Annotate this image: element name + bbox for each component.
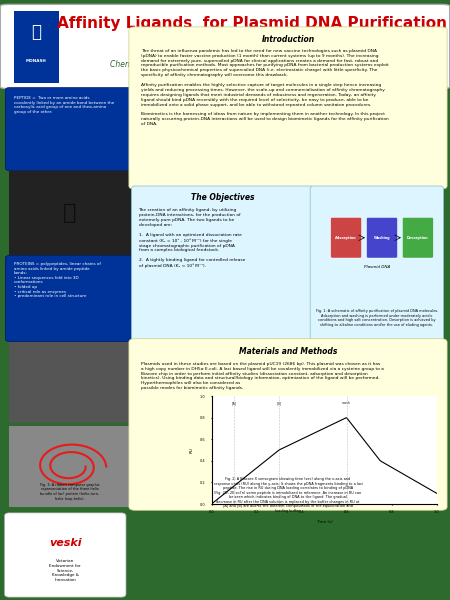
Text: [B]: [B] <box>276 401 282 406</box>
Text: Adsorption: Adsorption <box>335 236 357 240</box>
Text: [A]: [A] <box>231 401 237 406</box>
Text: wash: wash <box>342 401 351 406</box>
Text: The threat of an influenza pandemic has led to the need for new vaccine technolo: The threat of an influenza pandemic has … <box>141 49 389 126</box>
FancyBboxPatch shape <box>331 217 361 258</box>
FancyBboxPatch shape <box>4 513 126 597</box>
Text: veski: veski <box>49 538 81 548</box>
FancyBboxPatch shape <box>0 4 450 89</box>
Text: PROTEINS = polypeptides, linear chains of
amino acids linked by amide peptide
bo: PROTEINS = polypeptides, linear chains o… <box>14 262 101 298</box>
Text: Chemical Engineering Department, Monash University, Vic 3800, Australia: Chemical Engineering Department, Monash … <box>110 60 394 69</box>
Text: 🔬: 🔬 <box>63 203 76 223</box>
Text: Desorption: Desorption <box>407 236 429 240</box>
Text: Victorian
Endowment for
Science,
Knowledge &
Innovation: Victorian Endowment for Science, Knowled… <box>50 559 81 582</box>
FancyBboxPatch shape <box>5 256 134 341</box>
FancyBboxPatch shape <box>367 217 397 258</box>
Text: Washing: Washing <box>374 236 390 240</box>
FancyBboxPatch shape <box>310 186 444 342</box>
Text: Plasmid DNA: Plasmid DNA <box>364 265 390 269</box>
Text: MONASH: MONASH <box>26 59 46 63</box>
Text: Affinity Ligands  for Plasmid DNA Purification: Affinity Ligands for Plasmid DNA Purific… <box>57 16 447 31</box>
FancyBboxPatch shape <box>402 217 433 258</box>
Text: The Objectives: The Objectives <box>191 193 255 202</box>
Text: YING HAN,  GARETH M. FORDE: YING HAN, GARETH M. FORDE <box>176 40 328 49</box>
FancyBboxPatch shape <box>131 186 314 342</box>
Text: 🎓: 🎓 <box>31 23 41 41</box>
Text: Fig. 1: A schematic of affinity purification of plasmid DNA molecules.
Adsorptio: Fig. 1: A schematic of affinity purifica… <box>316 309 438 327</box>
Text: Materials and Methods: Materials and Methods <box>239 347 337 356</box>
FancyBboxPatch shape <box>5 88 134 170</box>
Text: Fig. 3: A ribbon computer graphic
representation of the three helix
bundle of la: Fig. 3: A ribbon computer graphic repres… <box>40 483 99 500</box>
FancyBboxPatch shape <box>129 27 447 189</box>
Text: Plasmids used in these studies are based on the plasmid pUC19 (2686 bp). This pl: Plasmids used in these studies are based… <box>141 362 384 390</box>
X-axis label: Time (s): Time (s) <box>315 520 333 524</box>
Text: The creation of an affinity ligand, by utilizing
protein-DNA interactions, for t: The creation of an affinity ligand, by u… <box>139 208 245 268</box>
FancyBboxPatch shape <box>129 338 447 510</box>
Y-axis label: RU: RU <box>190 447 194 453</box>
Text: Introduction: Introduction <box>261 35 315 44</box>
Text: Fig. 2: A Biacore X sensogram showing time (sec) along the x-axis and
response u: Fig. 2: A Biacore X sensogram showing ti… <box>213 477 363 513</box>
Text: PEPTIDE =  Two or more amino acids
covalently linked by an amide bond between th: PEPTIDE = Two or more amino acids covale… <box>14 96 114 114</box>
